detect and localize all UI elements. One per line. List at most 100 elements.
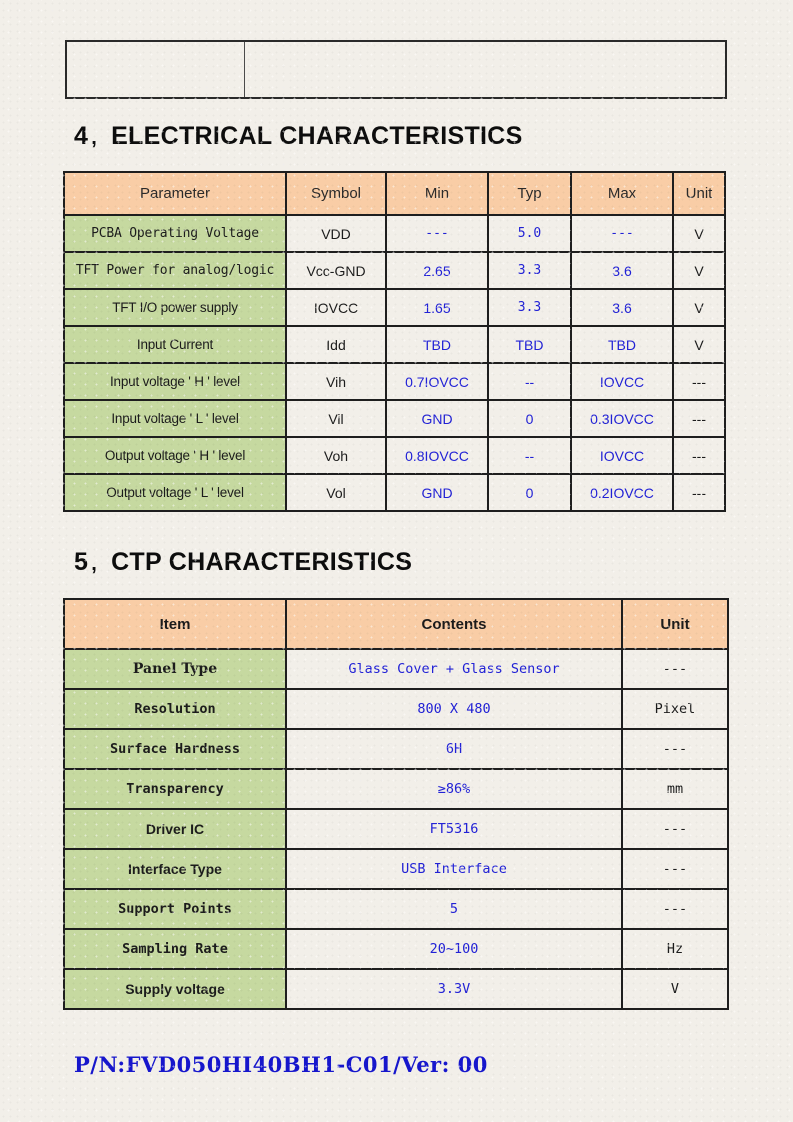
- table-row: Driver IC FT5316 ---: [63, 808, 729, 850]
- contents-cell: 6H: [285, 728, 623, 770]
- max-cell: 0.2IOVCC: [570, 473, 674, 512]
- table-row: Interface Type USB Interface ---: [63, 848, 729, 890]
- table-row: Surface Hardness 6H ---: [63, 728, 729, 770]
- max-cell: IOVCC: [570, 436, 674, 475]
- min-cell: TBD: [385, 325, 489, 364]
- symbol-cell: Vih: [285, 362, 387, 401]
- item-cell: Surface Hardness: [63, 728, 287, 770]
- unit-cell: V: [672, 251, 726, 290]
- parameter-cell: Input Current: [63, 325, 287, 364]
- item-cell: Supply voltage: [63, 968, 287, 1010]
- parameter-cell: TFT I/O power supply: [63, 288, 287, 327]
- section-title-ctp: 5 CTP CHARACTERISTICS: [74, 548, 412, 577]
- item-cell: Interface Type: [63, 848, 287, 890]
- unit-cell: ---: [672, 473, 726, 512]
- table-row: Transparency ≥86% mm: [63, 768, 729, 810]
- typ-cell: 5.0: [487, 214, 572, 253]
- table-row: Sampling Rate 20~100 Hz: [63, 928, 729, 970]
- header-row: Parameter Symbol Min Typ Max Unit: [63, 171, 726, 216]
- max-cell: 3.6: [570, 251, 674, 290]
- min-cell: 1.65: [385, 288, 489, 327]
- table-row: TFT I/O power supply IOVCC 1.65 3.3 3.6 V: [63, 288, 726, 327]
- table-row: Input voltage ' L ' level Vil GND 0 0.3IOVCC…: [63, 399, 726, 438]
- typ-cell: 0: [487, 399, 572, 438]
- table-row: Panel Type Glass Cover + Glass Sensor ---: [63, 648, 729, 690]
- section-number: 5: [74, 548, 89, 576]
- symbol-cell: Idd: [285, 325, 387, 364]
- min-cell: 0.8IOVCC: [385, 436, 489, 475]
- column-header: Item: [63, 598, 287, 650]
- unit-cell: ---: [621, 808, 729, 850]
- unit-cell: ---: [621, 888, 729, 930]
- item-cell: Support Points: [63, 888, 287, 930]
- part-number-footer: P/N:FVD050HI40BH1-C01/Ver: 00: [74, 1052, 488, 1077]
- parameter-cell: TFT Power for analog/logic: [63, 251, 287, 290]
- contents-cell: 20~100: [285, 928, 623, 970]
- unit-cell: ---: [672, 399, 726, 438]
- symbol-cell: Vol: [285, 473, 387, 512]
- table-row: TFT Power for analog/logic Vcc-GND 2.65 3.3…: [63, 251, 726, 290]
- ideographic-comma-icon: [88, 122, 111, 150]
- contents-cell: USB Interface: [285, 848, 623, 890]
- unit-cell: ---: [621, 848, 729, 890]
- ctp-characteristics-table: Item Contents Unit Panel Type Glass Cover + …: [63, 598, 729, 1010]
- symbol-cell: Vcc-GND: [285, 251, 387, 290]
- section-label: CTP CHARACTERISTICS: [111, 548, 413, 576]
- table-row: Resolution 800 X 480 Pixel: [63, 688, 729, 730]
- column-header: Min: [385, 171, 489, 216]
- electrical-characteristics-table: Parameter Symbol Min Typ Max Unit PCBA Operati…: [63, 171, 726, 512]
- parameter-cell: PCBA Operating Voltage: [63, 214, 287, 253]
- contents-cell: FT5316: [285, 808, 623, 850]
- min-cell: GND: [385, 399, 489, 438]
- table-row: PCBA Operating Voltage VDD --- 5.0 --- V: [63, 214, 726, 253]
- unit-cell: V: [672, 214, 726, 253]
- symbol-cell: VDD: [285, 214, 387, 253]
- unit-cell: ---: [672, 362, 726, 401]
- column-header: Typ: [487, 171, 572, 216]
- typ-cell: --: [487, 436, 572, 475]
- item-cell: Transparency: [63, 768, 287, 810]
- table-row: Output voltage ' H ' level Voh 0.8IOVCC -- I…: [63, 436, 726, 475]
- table-row: Support Points 5 ---: [63, 888, 729, 930]
- header-row: Item Contents Unit: [63, 598, 729, 650]
- symbol-cell: Voh: [285, 436, 387, 475]
- symbol-cell: Vil: [285, 399, 387, 438]
- column-header: Contents: [285, 598, 623, 650]
- max-cell: 0.3IOVCC: [570, 399, 674, 438]
- typ-cell: --: [487, 362, 572, 401]
- unit-cell: ---: [672, 436, 726, 475]
- contents-cell: ≥86%: [285, 768, 623, 810]
- typ-cell: 3.3: [487, 288, 572, 327]
- unit-cell: ---: [621, 648, 729, 690]
- column-header: Max: [570, 171, 674, 216]
- item-cell: Resolution: [63, 688, 287, 730]
- doc-header-box: [65, 40, 727, 99]
- table-row: Output voltage ' L ' level Vol GND 0 0.2IOVC…: [63, 473, 726, 512]
- parameter-cell: Output voltage ' H ' level: [63, 436, 287, 475]
- max-cell: ---: [570, 214, 674, 253]
- symbol-cell: IOVCC: [285, 288, 387, 327]
- table-row: Supply voltage 3.3V V: [63, 968, 729, 1010]
- parameter-cell: Input voltage ' H ' level: [63, 362, 287, 401]
- doc-header-left-cell: [67, 42, 245, 97]
- unit-cell: Hz: [621, 928, 729, 970]
- unit-cell: ---: [621, 728, 729, 770]
- section-label: ELECTRICAL CHARACTERISTICS: [111, 122, 523, 150]
- doc-header-right-cell: [245, 42, 725, 97]
- contents-cell: 3.3V: [285, 968, 623, 1010]
- min-cell: 0.7IOVCC: [385, 362, 489, 401]
- contents-cell: 800 X 480: [285, 688, 623, 730]
- table-row: Input Current Idd TBD TBD TBD V: [63, 325, 726, 364]
- item-cell: Driver IC: [63, 808, 287, 850]
- ideographic-comma-icon: [88, 548, 111, 576]
- unit-cell: Pixel: [621, 688, 729, 730]
- item-cell: Sampling Rate: [63, 928, 287, 970]
- unit-cell: mm: [621, 768, 729, 810]
- typ-cell: 3.3: [487, 251, 572, 290]
- section-title-electrical: 4 ELECTRICAL CHARACTERISTICS: [74, 122, 523, 151]
- contents-cell: Glass Cover + Glass Sensor: [285, 648, 623, 690]
- column-header: Symbol: [285, 171, 387, 216]
- contents-cell: 5: [285, 888, 623, 930]
- unit-cell: V: [672, 288, 726, 327]
- typ-cell: TBD: [487, 325, 572, 364]
